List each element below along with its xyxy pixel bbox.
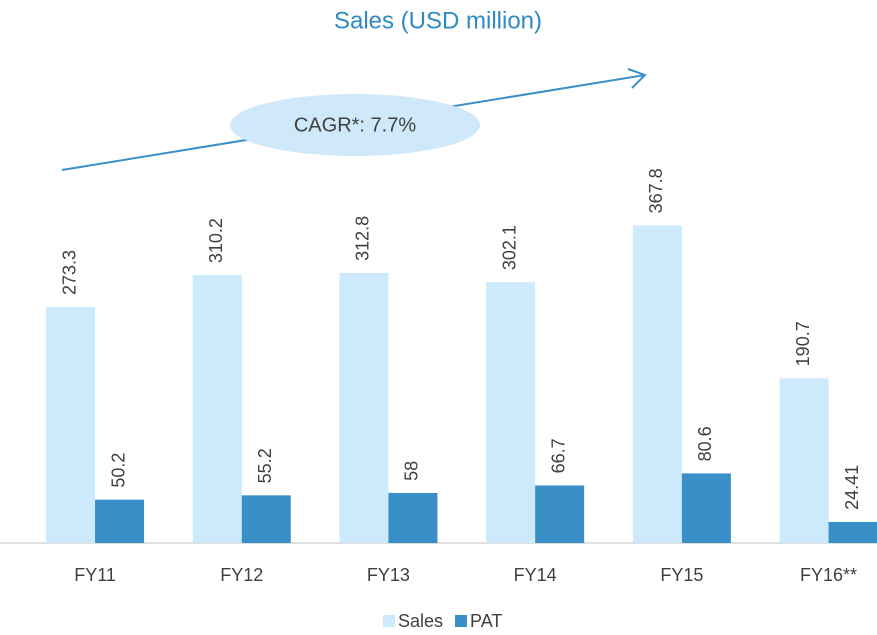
value-label: 302.1 xyxy=(499,225,519,270)
bar xyxy=(192,275,242,543)
legend-swatch xyxy=(455,615,468,627)
chart-title: Sales (USD million) xyxy=(334,7,542,34)
value-label: 310.2 xyxy=(206,218,226,263)
bar xyxy=(681,473,731,543)
cagr-bubble xyxy=(230,94,480,156)
value-label: 50.2 xyxy=(108,453,128,488)
bar xyxy=(828,521,877,543)
bar xyxy=(46,307,96,543)
x-tick-label: FY14 xyxy=(514,565,557,585)
bar xyxy=(388,492,438,543)
value-label: 24.41 xyxy=(842,465,862,510)
value-label: 367.8 xyxy=(646,168,666,213)
value-label: 80.6 xyxy=(695,426,715,461)
bar xyxy=(632,225,682,543)
value-label: 58 xyxy=(402,461,422,481)
bar xyxy=(779,378,829,543)
bar xyxy=(95,499,145,543)
x-tick-label: FY12 xyxy=(220,565,263,585)
bar xyxy=(486,282,536,543)
value-label: 66.7 xyxy=(548,438,568,473)
value-label: 312.8 xyxy=(353,216,373,261)
legend-label: Sales xyxy=(398,611,443,631)
bar xyxy=(339,272,389,543)
arrow-head xyxy=(627,68,647,89)
value-label: 190.7 xyxy=(793,321,813,366)
x-tick-label: FY15 xyxy=(660,565,703,585)
bar xyxy=(241,495,291,543)
x-tick-label: FY16** xyxy=(800,565,857,585)
value-label: 55.2 xyxy=(255,448,275,483)
annotation: CAGR*: 7.7% xyxy=(294,114,416,136)
x-tick-label: FY11 xyxy=(74,565,116,585)
legend-label: PAT xyxy=(470,611,502,631)
value-label: 273.3 xyxy=(59,250,79,295)
legend-swatch xyxy=(383,615,395,627)
x-tick-label: FY13 xyxy=(367,565,410,585)
bar xyxy=(535,485,585,543)
